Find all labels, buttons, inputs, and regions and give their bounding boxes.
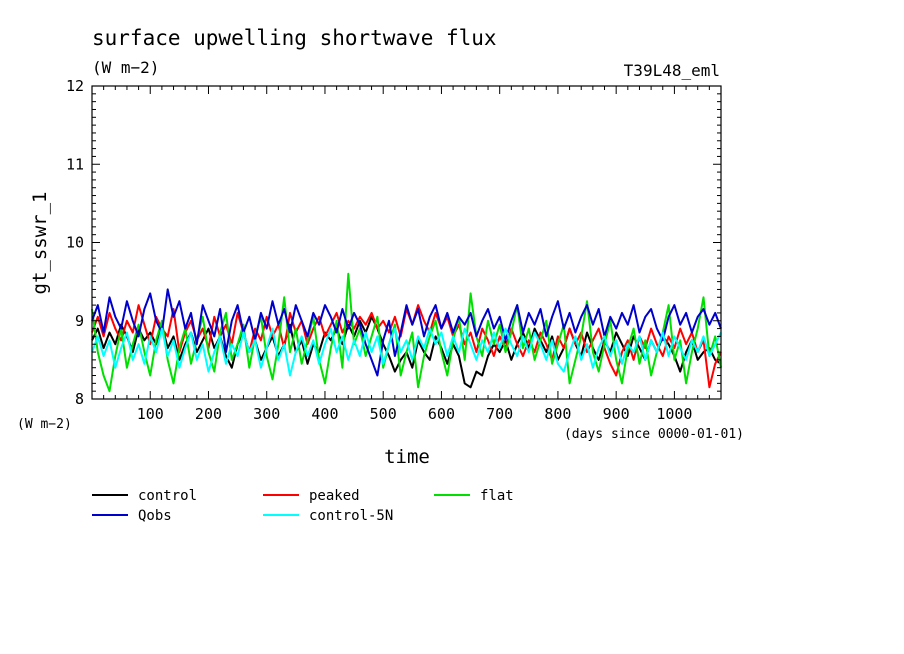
series-line-qobs [91,288,722,377]
x-tick-label: 300 [253,405,280,423]
x-tick-label: 800 [544,405,571,423]
run-label: T39L48_eml [624,61,720,80]
x-tick-label: 900 [603,405,630,423]
y-axis-title: gt_sswr_1 [29,192,51,295]
legend-label-control: control [138,488,197,504]
x-tick-label: 200 [195,405,222,423]
legend-label-flat: flat [480,488,514,504]
plot-frame [91,85,722,400]
y-tick-label: 8 [75,390,84,408]
tick-labels: 100 200 300 400 500 600 700 800 900 1000 8 9 10 11 12 [66,77,693,423]
y-tick-label: 9 [75,312,84,330]
series-layer [91,272,722,393]
x-axis-title: time [384,446,430,468]
legend-label-control-5n: control-5N [309,508,393,524]
x-tick-label: 600 [428,405,455,423]
legend-label-qobs: Qobs [138,508,172,524]
y-tick-label: 12 [66,77,84,95]
y-tick-label: 11 [66,155,84,173]
units-label: (W m−2) [92,58,159,77]
legend-label-peaked: peaked [309,488,360,504]
x-tick-label: 700 [486,405,513,423]
legend: control peaked flat Qobs control-5N [92,488,514,524]
chart-title: surface upwelling shortwave flux [92,26,497,50]
x-tick-label: 400 [311,405,338,423]
y-tick-label: 10 [66,234,84,252]
series-line-control-5n [91,327,722,377]
axis-ticks [92,86,721,399]
series-line-flat [91,272,722,393]
x-tick-label: 1000 [656,405,692,423]
x-tick-label: 100 [137,405,164,423]
x-tick-label: 500 [370,405,397,423]
y-unit-label: (W m−2) [17,417,72,432]
x-unit-label: (days since 0000-01-01) [564,427,744,442]
